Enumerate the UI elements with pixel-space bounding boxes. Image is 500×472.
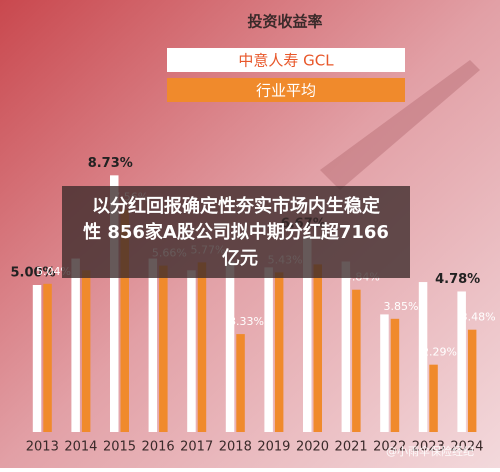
x-tick-label: 2019 bbox=[257, 440, 290, 455]
bar bbox=[341, 261, 351, 432]
plot: 20135.00%5.04%201420158.73%7.56%20165.66… bbox=[10, 156, 495, 455]
bar bbox=[225, 261, 235, 432]
bar bbox=[120, 209, 129, 432]
x-tick-label: 2024 bbox=[450, 440, 483, 455]
bar bbox=[418, 282, 428, 432]
value-label: 3.33% bbox=[229, 315, 264, 328]
bar bbox=[313, 264, 322, 432]
decor-plane bbox=[320, 60, 480, 190]
bar bbox=[110, 175, 119, 432]
bar bbox=[71, 258, 80, 432]
bar bbox=[429, 364, 438, 432]
value-label: 3.85% bbox=[383, 300, 418, 313]
x-tick-label: 2016 bbox=[142, 440, 175, 455]
value-label: 3.48% bbox=[461, 311, 496, 324]
bar bbox=[380, 314, 389, 432]
value-label: 2.29% bbox=[422, 346, 457, 359]
legend-swatch bbox=[167, 78, 405, 102]
bar bbox=[32, 285, 42, 432]
legend-swatch bbox=[167, 48, 405, 72]
x-tick-label: 2023 bbox=[412, 440, 445, 455]
legend: 中意人寿 GCL 行业平均 bbox=[167, 48, 405, 102]
caption-line: 以分红回报确定性夯实市场内生稳定 bbox=[92, 195, 380, 217]
bar bbox=[390, 318, 400, 432]
caption-line: 性 856家A股公司拟中期分红超7166 bbox=[83, 221, 389, 243]
value-label: 4.78% bbox=[435, 272, 480, 287]
bar bbox=[187, 270, 196, 432]
value-label: 5.00% bbox=[10, 266, 55, 281]
bar bbox=[81, 270, 91, 432]
x-tick-label: 2017 bbox=[180, 440, 213, 455]
bar bbox=[274, 272, 284, 432]
bar bbox=[303, 235, 312, 432]
x-tick-label: 2014 bbox=[64, 440, 97, 455]
bar bbox=[197, 262, 207, 432]
x-tick-label: 2020 bbox=[296, 440, 329, 455]
bar bbox=[43, 283, 52, 432]
x-tick-label: 2021 bbox=[335, 440, 368, 455]
bar bbox=[467, 329, 477, 432]
value-label: 8.73% bbox=[88, 156, 133, 171]
x-tick-label: 2018 bbox=[219, 440, 252, 455]
caption-box bbox=[62, 186, 410, 278]
x-tick-label: 2022 bbox=[373, 440, 406, 455]
chart-title: 投资收益率 bbox=[247, 13, 322, 31]
bar bbox=[352, 289, 361, 432]
bar bbox=[148, 258, 158, 432]
x-tick-label: 2015 bbox=[103, 440, 136, 455]
caption-line: 亿元 bbox=[222, 247, 258, 269]
bar bbox=[264, 267, 273, 432]
x-tick-label: 2013 bbox=[26, 440, 59, 455]
legend-label: 行业平均 bbox=[256, 82, 316, 100]
bar bbox=[457, 291, 466, 432]
bar bbox=[159, 265, 168, 432]
legend-label: 中意人寿 GCL bbox=[238, 52, 334, 70]
bar bbox=[236, 334, 245, 432]
watermark: @小雨伞保险经纪 bbox=[386, 444, 474, 458]
